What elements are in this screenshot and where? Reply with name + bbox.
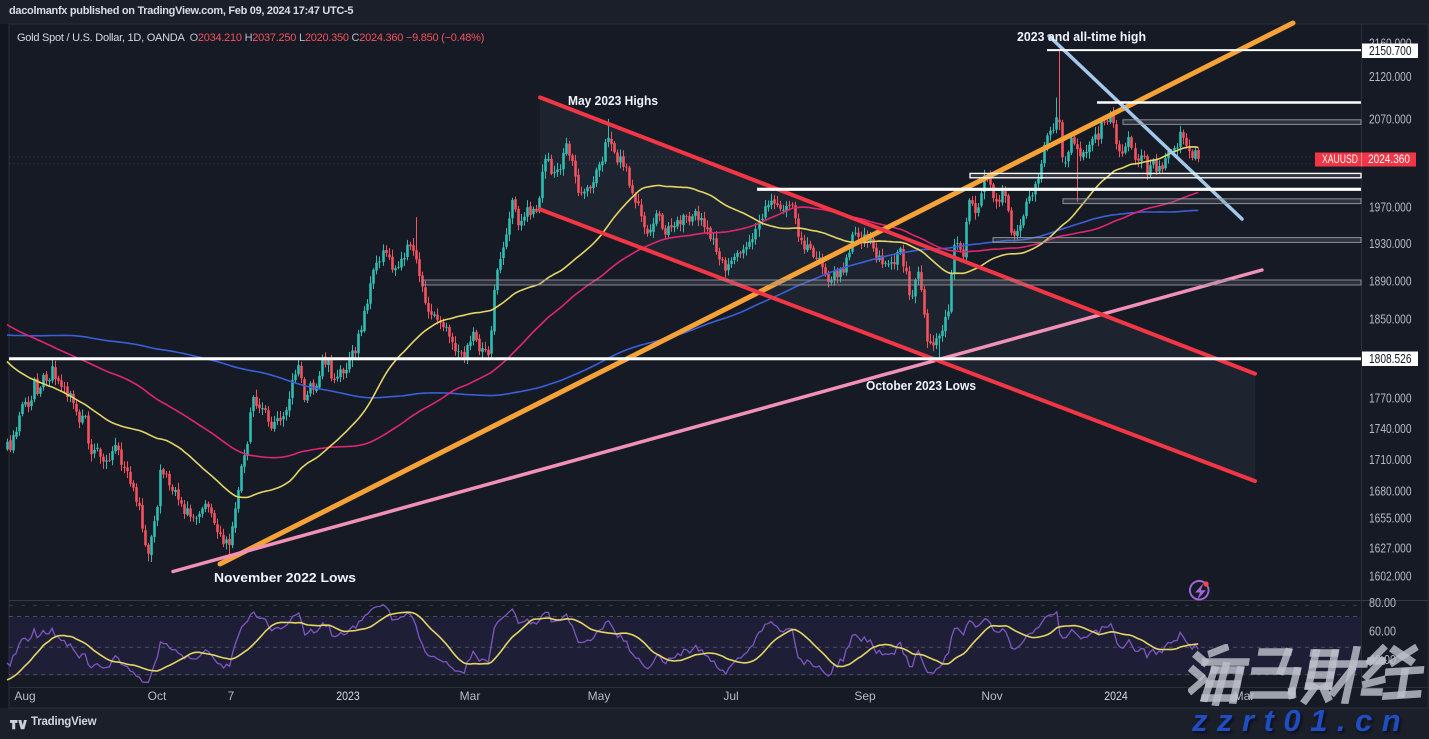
svg-text:Aug: Aug — [14, 689, 35, 703]
svg-text:1627.000: 1627.000 — [1369, 542, 1412, 556]
svg-text:November 2022 Lows: November 2022 Lows — [214, 570, 356, 585]
svg-text:Sep: Sep — [854, 689, 876, 703]
svg-text:1655.000: 1655.000 — [1369, 511, 1412, 525]
svg-text:1808.526: 1808.526 — [1369, 352, 1412, 366]
svg-text:May 2023 Highs: May 2023 Highs — [568, 93, 658, 108]
svg-text:2023 and all-time high: 2023 and all-time high — [1017, 29, 1146, 44]
svg-text:1680.000: 1680.000 — [1369, 485, 1412, 499]
svg-text:1770.000: 1770.000 — [1369, 392, 1412, 406]
svg-text:Nov: Nov — [981, 689, 1002, 703]
svg-text:2023: 2023 — [336, 689, 360, 703]
svg-text:XAUUSD: XAUUSD — [1322, 152, 1358, 166]
svg-text:7: 7 — [228, 689, 235, 703]
svg-text:May: May — [588, 689, 611, 703]
svg-text:1970.000: 1970.000 — [1369, 201, 1412, 215]
svg-text:80.00: 80.00 — [1369, 596, 1396, 610]
svg-text:1710.000: 1710.000 — [1369, 453, 1412, 467]
svg-text:Jul: Jul — [723, 689, 738, 703]
svg-text:Oct: Oct — [148, 689, 167, 703]
svg-text:1850.000: 1850.000 — [1369, 313, 1412, 327]
svg-text:1890.000: 1890.000 — [1369, 275, 1412, 289]
svg-text:1930.000: 1930.000 — [1369, 237, 1412, 251]
svg-text:2024.360: 2024.360 — [1368, 152, 1410, 166]
svg-text:1602.000: 1602.000 — [1369, 569, 1412, 583]
svg-text:2024: 2024 — [1104, 689, 1128, 703]
svg-text:October 2023 Lows: October 2023 Lows — [866, 378, 976, 393]
svg-text:2150.700: 2150.700 — [1369, 44, 1412, 58]
svg-text:1740.000: 1740.000 — [1369, 422, 1412, 436]
svg-text:60.00: 60.00 — [1369, 625, 1396, 639]
svg-text:2070.000: 2070.000 — [1369, 112, 1412, 126]
svg-text:Mar: Mar — [460, 689, 481, 703]
svg-text:2120.000: 2120.000 — [1369, 70, 1412, 84]
